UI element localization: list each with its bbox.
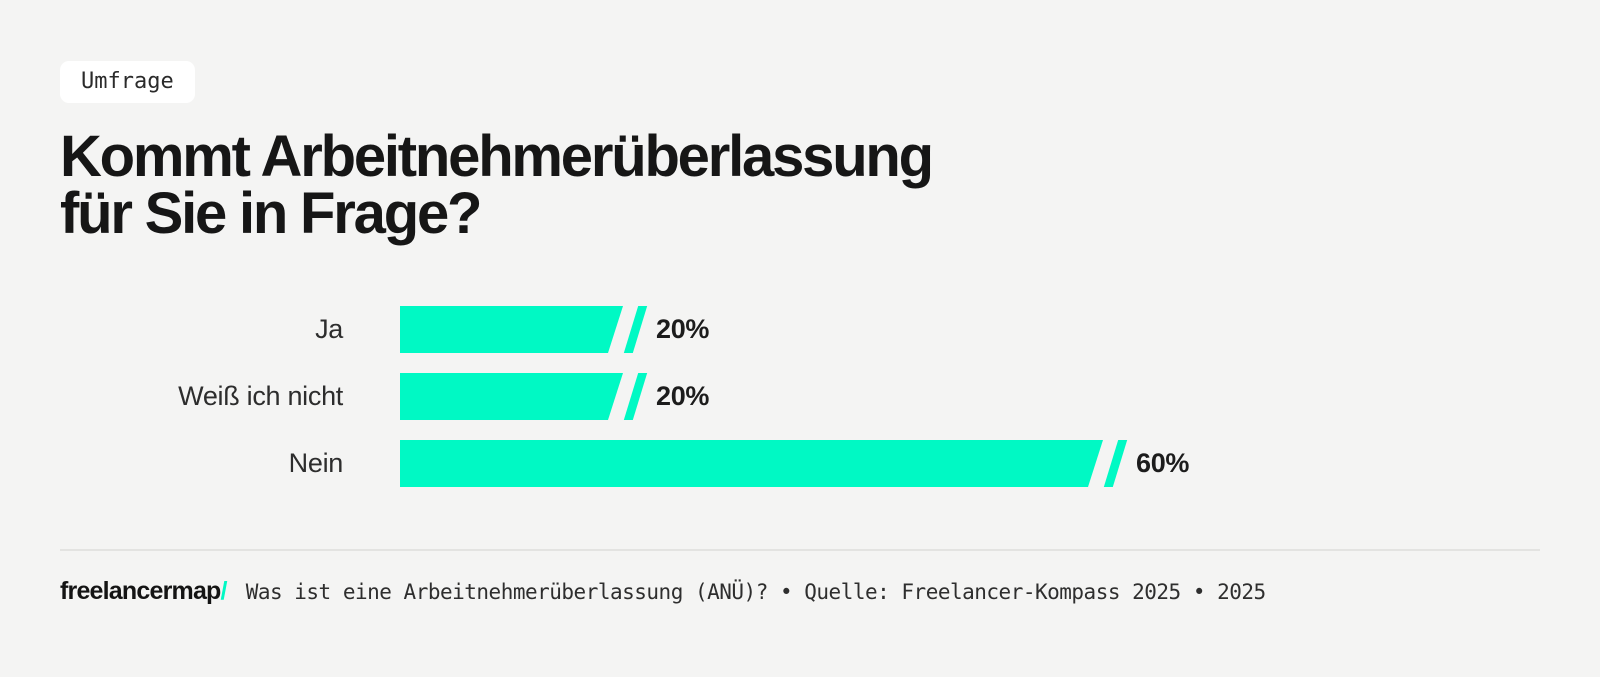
source-text: Was ist eine Arbeitnehmerüberlassung (AN… xyxy=(245,579,1267,604)
bar-chart: Ja 20% Weiß ich nicht 20% Nein 60% xyxy=(60,306,1540,487)
bar xyxy=(400,440,1128,487)
bar-value-label: 20% xyxy=(656,381,710,411)
chart-row: Nein 60% xyxy=(60,440,1540,487)
bar-end-slash-icon xyxy=(623,306,648,353)
logo-text: freelancermap xyxy=(60,577,221,605)
bar-value-label: 20% xyxy=(656,314,710,344)
bar-fill xyxy=(400,306,623,353)
bar-fill xyxy=(400,373,623,420)
chart-title-line2: für Sie in Frage? xyxy=(60,181,482,246)
logo-slash-icon: / xyxy=(220,577,228,605)
footer: freelancermap/ Was ist eine Arbeitnehmer… xyxy=(60,577,1540,606)
bar-end-slash-icon xyxy=(1103,440,1128,487)
bar-category-label: Weiß ich nicht xyxy=(178,381,343,411)
survey-badge: Umfrage xyxy=(60,61,195,103)
chart-row: Weiß ich nicht 20% xyxy=(60,373,1540,420)
freelancermap-logo: freelancermap/ xyxy=(60,577,228,606)
chart-title-line1: Kommt Arbeitnehmerüberlassung xyxy=(60,124,934,189)
footer-divider xyxy=(60,549,1540,551)
chart-title: Kommt Arbeitnehmerüberlassung für Sie in… xyxy=(60,124,1540,246)
bar xyxy=(400,373,648,420)
bar-end-slash-icon xyxy=(623,373,648,420)
bar-category-label: Nein xyxy=(288,448,344,478)
bar-fill xyxy=(400,440,1103,487)
bar xyxy=(400,306,648,353)
chart-row: Ja 20% xyxy=(60,306,1540,353)
bar-category-label: Ja xyxy=(315,314,343,344)
bar-value-label: 60% xyxy=(1136,448,1190,478)
